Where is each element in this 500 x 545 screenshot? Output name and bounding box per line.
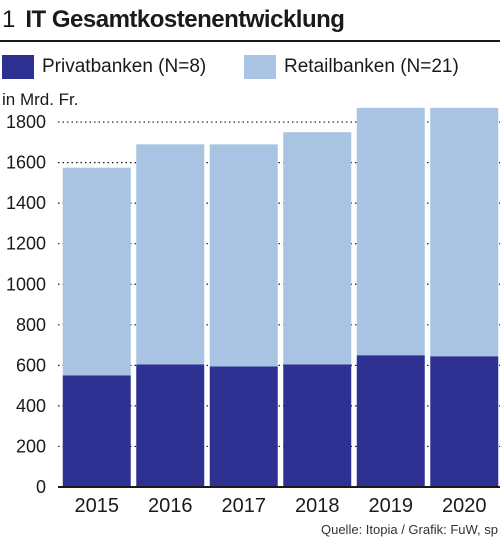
y-tick-label-1600: 1600 <box>6 153 46 173</box>
legend-item-retailbanken: Retailbanken (N=21) <box>244 55 459 79</box>
y-axis-ticks: 0 200 400 600 800 1000 1200 1400 1600 1800 <box>6 112 46 497</box>
y-tick-label-1000: 1000 <box>6 274 46 294</box>
legend-item-privatbanken: Privatbanken (N=8) <box>2 55 206 79</box>
y-axis-unit-label: in Mrd. Fr. <box>2 90 79 109</box>
title-rule <box>0 40 500 42</box>
bar-privatbanken-2015 <box>62 375 131 487</box>
legend-label-retailbanken: Retailbanken (N=21) <box>284 56 459 77</box>
bars <box>62 107 499 487</box>
bar-retailbanken-2018 <box>283 132 352 365</box>
y-tick-label-400: 400 <box>16 396 46 416</box>
y-tick-label-1200: 1200 <box>6 234 46 254</box>
y-tick-label-0: 0 <box>36 477 46 497</box>
y-tick-label-1400: 1400 <box>6 193 46 213</box>
x-tick-label-2020: 2020 <box>442 495 487 517</box>
figure-number: 1 <box>2 6 16 33</box>
y-tick-label-600: 600 <box>16 355 46 375</box>
bar-privatbanken-2017 <box>209 366 278 487</box>
source-credit: Quelle: Itopia / Grafik: FuW, sp <box>320 522 498 537</box>
bar-privatbanken-2018 <box>283 364 352 487</box>
x-tick-label-2016: 2016 <box>148 495 193 517</box>
grid-lines <box>58 121 500 448</box>
bar-retailbanken-2015 <box>62 167 131 376</box>
legend-label-privatbanken: Privatbanken (N=8) <box>42 56 207 77</box>
y-tick-label-800: 800 <box>16 315 46 335</box>
chart-title-row: 1 IT Gesamtkostenentwicklung <box>2 6 345 36</box>
x-tick-label-2019: 2019 <box>369 495 414 517</box>
bar-retailbanken-2020 <box>430 107 499 357</box>
x-axis-ticks: 2015 2016 2017 2018 2019 2020 <box>75 495 487 517</box>
y-tick-label-1800: 1800 <box>6 112 46 132</box>
bar-retailbanken-2019 <box>356 107 425 356</box>
x-tick-label-2018: 2018 <box>295 495 340 517</box>
x-tick-label-2015: 2015 <box>75 495 120 517</box>
legend-swatch-privatbanken <box>2 55 34 79</box>
bar-privatbanken-2020 <box>430 356 499 487</box>
x-tick-label-2017: 2017 <box>222 495 267 517</box>
bar-privatbanken-2019 <box>356 355 425 487</box>
chart-title: IT Gesamtkostenentwicklung <box>25 6 345 33</box>
y-tick-label-200: 200 <box>16 436 46 456</box>
legend-swatch-retailbanken <box>244 55 276 79</box>
bar-retailbanken-2017 <box>209 144 278 367</box>
bar-retailbanken-2016 <box>136 144 205 365</box>
bar-privatbanken-2016 <box>136 364 205 487</box>
